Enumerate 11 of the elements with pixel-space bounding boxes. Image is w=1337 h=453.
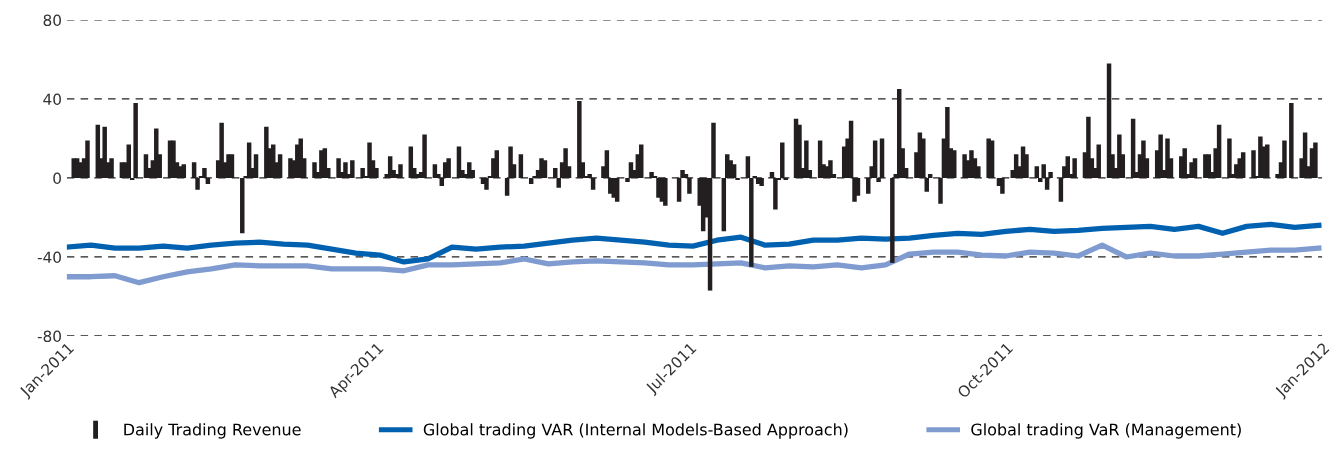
bar: [102, 126, 107, 178]
y-tick-label: 0: [53, 172, 61, 185]
y-tick-label: 40: [43, 93, 61, 105]
legend-label: Daily Trading Revenue: [124, 423, 301, 439]
legend-label: Global trading VaR (Management): [971, 423, 1241, 439]
y-tick-label: 80: [43, 14, 61, 26]
bar: [171, 140, 176, 178]
y-tick-label: -40: [37, 251, 61, 264]
legend-label: Global trading VAR (Internal Models-Based Approach): [423, 423, 848, 439]
y-tick-label: -80: [37, 330, 61, 343]
bar: [1182, 148, 1187, 178]
